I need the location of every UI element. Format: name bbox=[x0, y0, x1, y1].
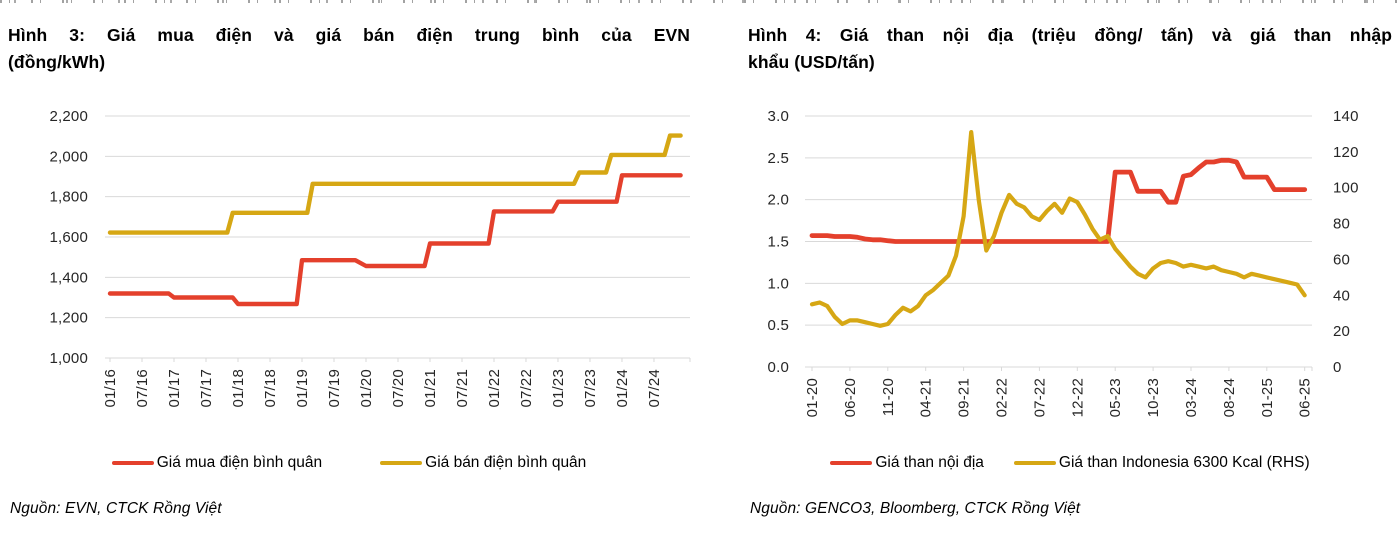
x-axis-label: 01/16 bbox=[102, 369, 119, 408]
legend-item: Giá than Indonesia 6300 Kcal (RHS) bbox=[1013, 454, 1310, 472]
y-axis-label: 2,000 bbox=[49, 148, 88, 165]
x-axis-label: 06-25 bbox=[1297, 378, 1314, 417]
y-axis-right-label: 20 bbox=[1333, 323, 1350, 340]
x-axis-label: 02-22 bbox=[994, 378, 1011, 417]
x-axis-label: 07/18 bbox=[262, 369, 279, 408]
x-axis-label: 01-25 bbox=[1259, 378, 1276, 417]
legend-line-swatch bbox=[830, 460, 873, 466]
x-axis-label: 07/19 bbox=[326, 369, 343, 408]
x-axis-label: 03-24 bbox=[1183, 378, 1200, 417]
x-axis-label: 07/21 bbox=[454, 369, 471, 408]
y-axis-right-label: 40 bbox=[1333, 287, 1350, 304]
legend-item: Giá than nội địa bbox=[830, 454, 984, 472]
y-axis-right-label: 0 bbox=[1333, 359, 1342, 376]
x-axis-label: 10-23 bbox=[1145, 378, 1162, 417]
y-axis-right-label: 140 bbox=[1333, 108, 1359, 125]
line-series-1 bbox=[107, 173, 683, 307]
figure-3-title-line-2: (đồng/kWh) bbox=[8, 52, 106, 72]
legend-item: Giá bán điện bình quân bbox=[380, 454, 586, 472]
y-axis-label: 2.5 bbox=[768, 150, 789, 167]
figure-3-title-line-1: Hình 3: Giá mua điện và giá bán điện tru… bbox=[8, 25, 690, 45]
figure-4-source: Nguồn: GENCO3, Bloomberg, CTCK Rồng Việt bbox=[750, 500, 1081, 517]
y-axis-right-label: 80 bbox=[1333, 216, 1350, 233]
x-axis-label: 07/17 bbox=[198, 369, 215, 408]
y-axis-label: 1,400 bbox=[49, 269, 88, 286]
figure-4-chart: 0.0 0.5 1.0 1.5 2.0 2.5 3.0 0 20 40 60 80 100 120 140 0… bbox=[768, 108, 1359, 417]
x-axis-label: 01/18 bbox=[230, 369, 247, 408]
x-axis-label: 01/19 bbox=[294, 369, 311, 408]
legend-item: Giá mua điện bình quân bbox=[111, 454, 323, 472]
x-axis-label: 07/20 bbox=[390, 369, 407, 408]
legend-line-swatch bbox=[1013, 460, 1056, 466]
x-axis-label: 01-20 bbox=[804, 378, 821, 417]
x-axis-label: 01/17 bbox=[166, 369, 183, 408]
x-axis-label: 05-23 bbox=[1107, 378, 1124, 417]
y-axis-label: 1,000 bbox=[49, 350, 88, 367]
y-axis-label: 0.5 bbox=[768, 317, 789, 334]
figure-4-legend: Giá than nội địa Giá than Indonesia 6300 … bbox=[748, 452, 1392, 474]
figure-3-legend: Giá mua điện bình quân Giá bán điện bình … bbox=[8, 452, 690, 474]
y-axis-label: 1,800 bbox=[49, 189, 88, 206]
line-series-2 bbox=[107, 133, 683, 235]
legend-label: Giá mua điện bình quân bbox=[156, 454, 323, 471]
y-axis-label: 1.0 bbox=[768, 275, 789, 292]
x-axis-label: 08-24 bbox=[1221, 378, 1238, 417]
y-axis-label: 3.0 bbox=[768, 108, 789, 125]
x-axis-label: 07/24 bbox=[646, 369, 663, 408]
legend-label: Giá than nội địa bbox=[875, 454, 984, 471]
legend-label: Giá than Indonesia 6300 Kcal (RHS) bbox=[1058, 454, 1310, 471]
figure-3-chart: 1,000 1,200 1,400 1,600 1,800 2,000 2,200 01/16… bbox=[49, 108, 691, 408]
x-axis-label: 07-22 bbox=[1031, 378, 1048, 417]
cropped-text-strip bbox=[0, 0, 1398, 3]
figure-4-title-line-1: Hình 4: Giá than nội địa (triệu đồng/ tấ… bbox=[748, 25, 1392, 45]
x-axis-label: 01/20 bbox=[358, 369, 375, 408]
x-axis-label: 07/16 bbox=[134, 369, 151, 408]
y-axis-right-label: 60 bbox=[1333, 251, 1350, 268]
x-axis-label: 09-21 bbox=[956, 378, 973, 417]
y-axis-right-label: 120 bbox=[1333, 144, 1359, 161]
x-axis-label: 07/22 bbox=[518, 369, 535, 408]
legend-line-swatch bbox=[380, 460, 423, 466]
x-axis-label: 01/21 bbox=[422, 369, 439, 408]
y-axis-label: 2.0 bbox=[768, 192, 789, 209]
y-axis-label: 2,200 bbox=[49, 108, 88, 125]
figure-3-title: Hình 3: Giá mua điện và giá bán điện tru… bbox=[8, 22, 690, 76]
x-axis-label: 01/24 bbox=[614, 369, 631, 408]
legend-label: Giá bán điện bình quân bbox=[425, 454, 587, 471]
legend-line-swatch bbox=[111, 460, 154, 466]
x-axis-label: 04-21 bbox=[918, 378, 935, 417]
y-axis-label: 0.0 bbox=[768, 359, 789, 376]
y-axis-label: 1.5 bbox=[768, 234, 789, 251]
y-axis-label: 1,600 bbox=[49, 229, 88, 246]
figure-4: Hình 4: Giá than nội địa (triệu đồng/ tấ… bbox=[748, 22, 1392, 527]
x-axis-label: 12-22 bbox=[1069, 378, 1086, 417]
x-axis-label: 01/23 bbox=[550, 369, 567, 408]
line-series-1 bbox=[809, 157, 1308, 244]
y-axis-label: 1,200 bbox=[49, 310, 88, 327]
figure-3: Hình 3: Giá mua điện và giá bán điện tru… bbox=[8, 22, 691, 527]
figure-4-title: Hình 4: Giá than nội địa (triệu đồng/ tấ… bbox=[748, 22, 1392, 76]
figure-3-source: Nguồn: EVN, CTCK Rồng Việt bbox=[10, 500, 222, 517]
x-axis-label: 07/23 bbox=[582, 369, 599, 408]
x-axis-label: 01/22 bbox=[486, 369, 503, 408]
line-series-2 bbox=[809, 130, 1307, 328]
x-axis-label: 06-20 bbox=[842, 378, 859, 417]
y-axis-right-label: 100 bbox=[1333, 180, 1359, 197]
x-axis-label: 11-20 bbox=[880, 378, 897, 416]
figure-4-title-line-2: khẩu (USD/tấn) bbox=[748, 52, 875, 72]
